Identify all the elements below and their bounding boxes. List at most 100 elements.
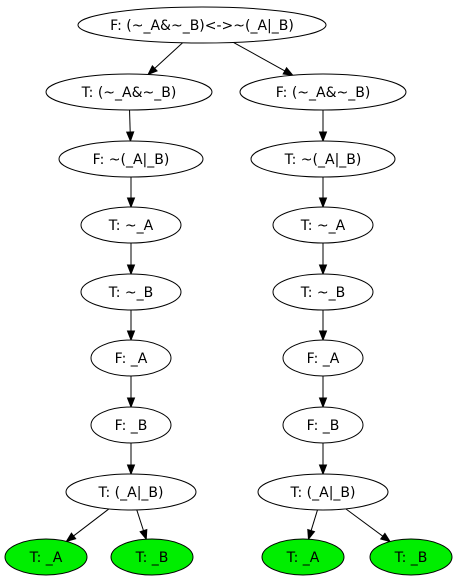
arrowhead-icon [318,464,328,476]
node-label: T: ~_B [108,285,154,301]
tree-node-l7: T: (_A|_B) [65,473,197,511]
edge-r7-r8b [345,508,392,543]
arrowhead-icon [126,464,136,476]
node-ellipse [272,206,374,244]
node-label: F: (~_A&~_B) [276,85,371,101]
node-label: F: _B [115,418,148,434]
node-ellipse [77,6,327,44]
edge-l3-l4 [126,243,136,276]
node-label: T: _B [135,550,169,566]
node-ellipse [45,73,213,111]
edge-r7-r8a [307,509,318,541]
edge-r2-r3 [318,177,328,209]
node-ellipse [58,140,204,178]
leaf-node-r8b: T: _B [369,538,453,576]
edge-r1-r2 [318,110,328,143]
tree-node-l1: T: (~_A&~_B) [45,73,213,111]
node-ellipse [90,339,172,377]
tree-node-l3: T: ~_A [80,206,182,244]
edge-line [154,42,183,69]
edge-l6-l7 [126,443,136,476]
leaf-ellipse [4,538,88,576]
arrowhead-icon [318,330,328,342]
arrowhead-icon [139,528,148,541]
edge-r4-r5 [318,310,328,342]
tree-node-r5: F: _A [282,339,364,377]
edge-line [345,508,384,537]
node-ellipse [282,406,364,444]
tree-node-l4: T: ~_B [80,273,182,311]
node-label: F: ~(_A|_B) [93,152,170,168]
arrowhead-icon [307,528,316,541]
edge-l7-l8b [136,509,148,541]
node-label: T: (_A|_B) [97,485,163,501]
node-ellipse [90,406,172,444]
arrowhead-icon [126,197,136,209]
arrowhead-icon [379,532,392,543]
node-ellipse [80,206,182,244]
edge-line [73,508,110,537]
node-label: T: ~_A [108,218,154,234]
node-label: T: ~(_A|_B) [284,152,362,168]
node-label: T: _A [286,550,320,566]
leaf-ellipse [369,538,453,576]
node-label: T: (_A|_B) [289,485,355,501]
tree-node-r6: F: _B [282,406,364,444]
leaf-node-r8a: T: _A [261,538,345,576]
tree-node-root: F: (~_A&~_B)<->~(_A|_B) [77,6,327,44]
nodes-layer: F: (~_A&~_B)<->~(_A|_B) T: (~_A&~_B) F: ~(… [4,6,453,576]
node-ellipse [250,140,396,178]
arrowhead-icon [318,197,328,209]
edge-line [129,109,131,133]
tree-node-r2: T: ~(_A|_B) [250,140,396,178]
edge-root-r1 [233,41,294,76]
edge-r5-r6 [318,376,328,409]
edge-l2-l3 [126,177,136,209]
tree-node-r7: T: (_A|_B) [257,473,389,511]
tree-node-l2: F: ~(_A|_B) [58,140,204,178]
node-label: T: _A [29,550,63,566]
node-ellipse [80,273,182,311]
node-label: T: ~_A [300,218,346,234]
node-label: F: _B [307,418,340,434]
arrowhead-icon [318,264,328,276]
arrowhead-icon [126,330,136,342]
edge-line [233,41,286,72]
arrowhead-icon [125,131,135,143]
node-ellipse [257,473,389,511]
tree-node-r4: T: ~_B [272,273,374,311]
node-label: T: (~_A&~_B) [81,85,177,101]
arrowhead-icon [65,532,77,543]
leaf-ellipse [110,538,194,576]
leaf-node-l8a: T: _A [4,538,88,576]
tree-node-l6: F: _B [90,406,172,444]
leaf-ellipse [261,538,345,576]
edge-r6-r7 [318,443,328,476]
arrowhead-icon [126,397,136,409]
node-ellipse [282,339,364,377]
arrowhead-icon [318,131,328,143]
node-label: F: (~_A&~_B)<->~(_A|_B) [110,18,294,34]
edge-l4-l5 [126,310,136,342]
arrowhead-icon [318,397,328,409]
arrowhead-icon [126,264,136,276]
edge-l7-l8a [65,508,110,543]
tree-node-r1: F: (~_A&~_B) [239,73,407,111]
edge-r3-r4 [318,243,328,276]
node-label: T: ~_B [300,285,346,301]
node-label: T: _B [394,550,428,566]
node-ellipse [239,73,407,111]
edge-l1-l2 [125,109,135,143]
tree-node-l5: F: _A [90,339,172,377]
edge-root-l1 [147,42,183,76]
leaf-node-l8b: T: _B [110,538,194,576]
node-label: F: _A [307,351,340,367]
edge-line [310,509,318,531]
edges-layer [65,41,392,543]
tree-node-r3: T: ~_A [272,206,374,244]
edge-line [136,509,144,531]
node-label: F: _A [115,351,148,367]
node-ellipse [272,273,374,311]
node-ellipse [65,473,197,511]
